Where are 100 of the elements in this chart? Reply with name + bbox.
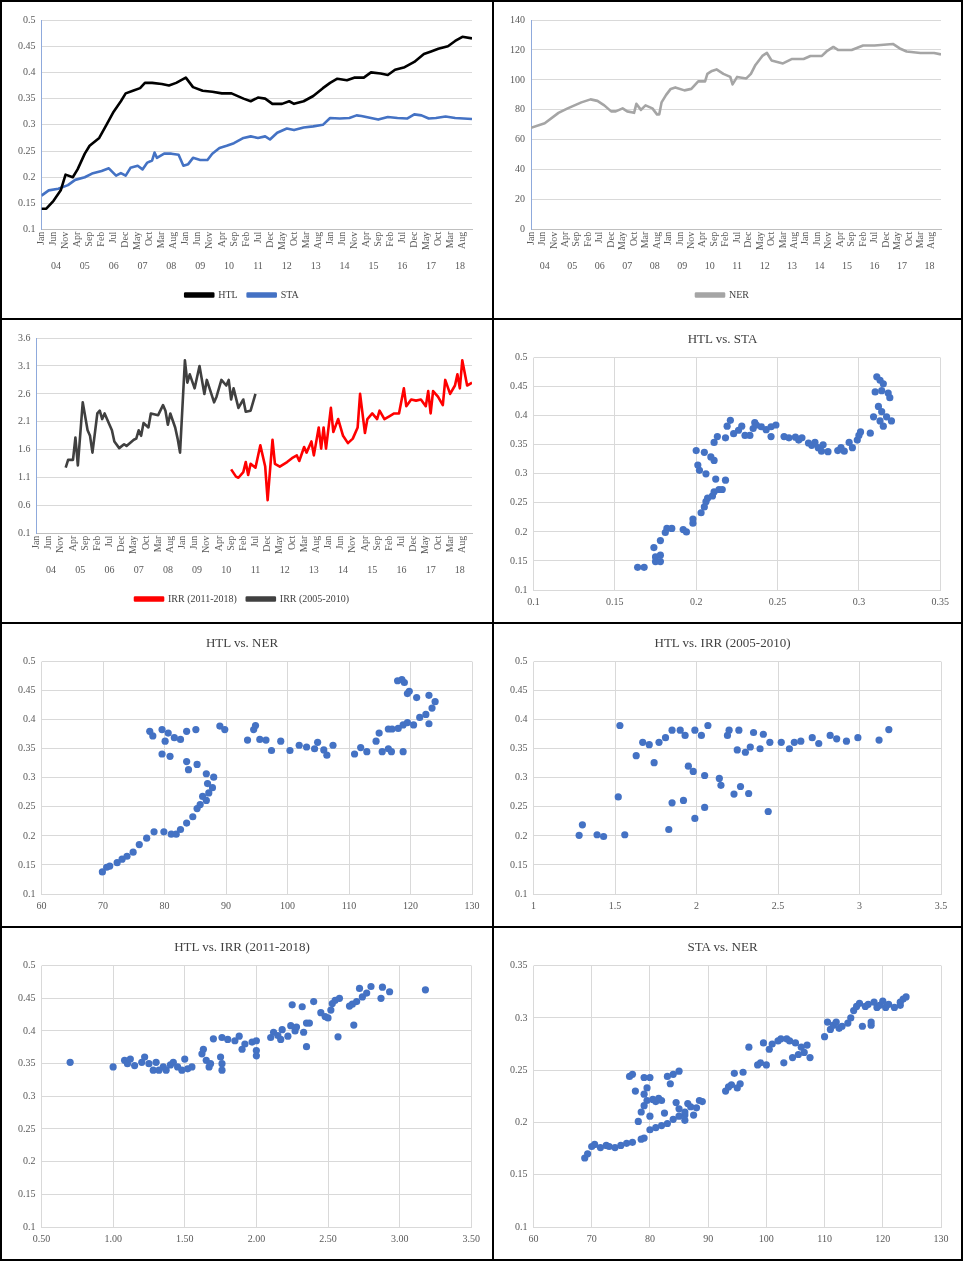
x2-tick-label: 15 bbox=[842, 259, 853, 271]
y-tick-label: 3.1 bbox=[18, 359, 31, 371]
point bbox=[621, 831, 629, 839]
x-tick-label: Jul bbox=[395, 231, 407, 244]
x2-tick-label: 14 bbox=[338, 563, 349, 575]
y-tick-label: 0.2 bbox=[515, 525, 528, 537]
x2-tick-label: 15 bbox=[368, 259, 379, 271]
y-tick-label: 0.15 bbox=[510, 554, 528, 566]
x-tick-label: Jun bbox=[188, 535, 200, 550]
x-tick-label: 90 bbox=[703, 1232, 714, 1244]
x-tick-label: 90 bbox=[221, 899, 231, 911]
y-tick-label: 0.25 bbox=[18, 144, 36, 156]
point bbox=[785, 745, 794, 753]
point bbox=[697, 731, 705, 739]
y-tick-label: 0.25 bbox=[510, 1063, 528, 1075]
y-tick-label: 100 bbox=[510, 73, 525, 85]
chart-title: HTL vs. STA bbox=[687, 331, 758, 347]
y-tick-label: 60 bbox=[515, 133, 525, 145]
x-tick-label: 0.35 bbox=[931, 595, 949, 607]
x-tick-label: 100 bbox=[758, 1232, 774, 1244]
x-tick-label: Jul bbox=[868, 231, 880, 244]
x-tick-label: Aug bbox=[167, 231, 179, 249]
x-tick-label: Mar bbox=[151, 535, 163, 553]
x2-tick-label: 12 bbox=[279, 563, 290, 575]
x2-tick-label: 06 bbox=[108, 259, 119, 271]
x2-tick-label: 13 bbox=[310, 259, 321, 271]
point bbox=[733, 746, 741, 754]
point bbox=[599, 832, 608, 841]
x-tick-label: Jan bbox=[179, 231, 191, 246]
point bbox=[715, 774, 723, 782]
x-tick-label: 2.5 bbox=[771, 899, 785, 911]
x-tick-label: Jul bbox=[730, 231, 742, 244]
point bbox=[756, 745, 764, 753]
x-tick-label: Oct bbox=[627, 231, 639, 247]
x-tick-label: 60 bbox=[36, 899, 47, 911]
x-tick-label: May bbox=[275, 231, 287, 251]
x2-tick-label: 14 bbox=[814, 259, 825, 271]
point bbox=[668, 799, 676, 807]
point bbox=[790, 738, 798, 746]
x-tick-label: 2 bbox=[694, 899, 699, 911]
x-tick-label: 0.2 bbox=[689, 595, 703, 607]
x-tick-label: Jan bbox=[35, 231, 47, 246]
x-tick-label: Feb bbox=[95, 231, 107, 247]
x-tick-label: Aug bbox=[788, 231, 800, 249]
y-tick-label: 0.1 bbox=[18, 527, 31, 539]
x-tick-label: 130 bbox=[933, 1232, 949, 1244]
y-tick-label: 120 bbox=[510, 43, 525, 55]
point bbox=[681, 731, 689, 739]
point bbox=[766, 738, 774, 746]
point bbox=[854, 734, 862, 742]
x-tick-label: Jul bbox=[593, 231, 605, 244]
y-tick-label: 0.5 bbox=[23, 13, 36, 25]
x-tick-label: May bbox=[273, 535, 285, 555]
legend-label: NER bbox=[729, 288, 750, 300]
x-tick-label: Nov bbox=[54, 535, 66, 553]
point bbox=[701, 803, 709, 812]
x2-tick-label: 06 bbox=[594, 259, 605, 271]
x-tick-label: Jun bbox=[536, 231, 548, 246]
x-tick-label: Jun bbox=[47, 231, 59, 246]
x2-tick-label: 05 bbox=[79, 259, 90, 271]
y-tick-label: 0 bbox=[520, 223, 525, 235]
x2-tick-label: 11 bbox=[732, 259, 742, 271]
y-tick-label: 3.6 bbox=[18, 331, 31, 343]
x-tick-label: Mar bbox=[914, 231, 926, 249]
legend-label: IRR (2005-2010) bbox=[279, 592, 349, 605]
x-tick-label: Jun bbox=[673, 231, 685, 246]
y-tick-label: 0.35 bbox=[510, 959, 528, 971]
x2-tick-label: 12 bbox=[759, 259, 770, 271]
y-tick-label: 0.4 bbox=[515, 409, 528, 421]
x-tick-label: Sep bbox=[224, 535, 236, 551]
x-tick-label: Oct bbox=[139, 535, 151, 551]
x2-tick-label: 08 bbox=[649, 259, 660, 271]
point bbox=[764, 807, 772, 816]
x-tick-label: Apr bbox=[212, 535, 224, 552]
x2-tick-label: 10 bbox=[224, 259, 235, 271]
point bbox=[661, 734, 670, 742]
y-tick-label: 0.4 bbox=[23, 66, 36, 78]
y-tick-label: 0.25 bbox=[18, 1122, 36, 1134]
x-tick-label: Nov bbox=[347, 231, 359, 249]
x-tick-label: Aug bbox=[925, 231, 937, 249]
y-tick-label: 1.1 bbox=[18, 471, 31, 483]
point bbox=[691, 726, 699, 734]
y-tick-label: 0.5 bbox=[515, 655, 528, 667]
point bbox=[735, 726, 743, 734]
chart-title: HTL vs. IRR (2011-2018) bbox=[174, 939, 310, 955]
y-tick-label: 0.25 bbox=[510, 800, 528, 812]
x-tick-label: Feb bbox=[236, 535, 248, 551]
x-tick-label: May bbox=[753, 231, 765, 251]
point bbox=[616, 721, 624, 730]
x-tick-label: Jun bbox=[334, 535, 346, 550]
legend-label: IRR (2011-2018) bbox=[168, 592, 237, 605]
x-tick-label: Apr bbox=[833, 231, 845, 248]
y-tick-label: 0.1 bbox=[23, 887, 36, 899]
x2-tick-label: 08 bbox=[162, 563, 173, 575]
x-tick-label: Sep bbox=[83, 231, 95, 247]
x-tick-label: Jul bbox=[395, 535, 407, 548]
x-tick-label: Mar bbox=[443, 231, 455, 249]
x-tick-label: Dec bbox=[407, 231, 419, 248]
x2-tick-label: 08 bbox=[166, 259, 177, 271]
y-tick-label: 0.2 bbox=[515, 1116, 528, 1128]
